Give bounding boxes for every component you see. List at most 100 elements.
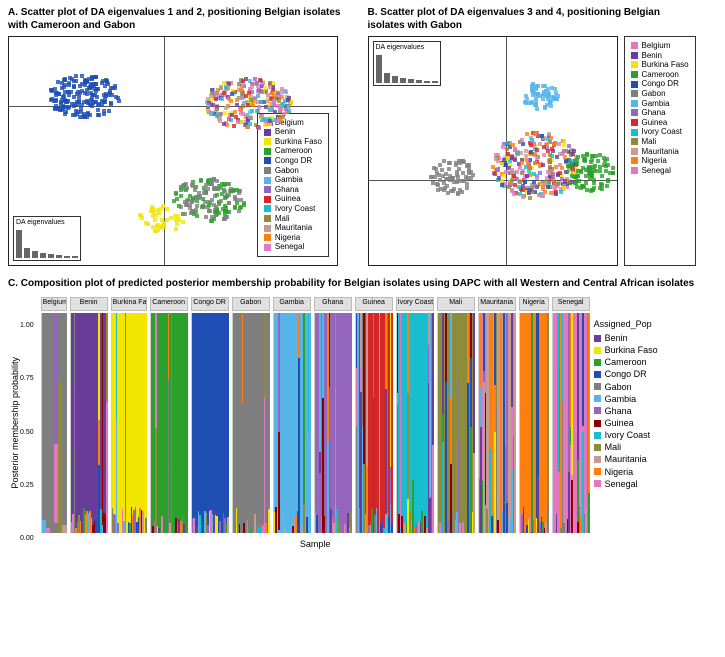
legend-item: Mali	[264, 214, 322, 224]
scatter-point	[528, 196, 532, 200]
legend-swatch	[594, 407, 601, 414]
scatter-point	[235, 98, 239, 102]
scatter-point	[546, 137, 550, 141]
facet-label: Gambia	[273, 297, 311, 311]
scatter-point	[284, 90, 288, 94]
scatter-point	[611, 166, 615, 170]
legend-item: Ivory Coast	[594, 429, 658, 441]
scatter-point	[565, 170, 569, 174]
facet-bars	[396, 313, 434, 533]
scatter-point	[90, 97, 94, 101]
scatter-plot-b: DA eigenvalues	[368, 36, 618, 266]
scatter-point	[183, 200, 187, 204]
scatter-point	[179, 194, 183, 198]
scatter-point	[572, 149, 576, 153]
y-axis: Posterior membership probability 1.000.7…	[8, 297, 37, 549]
scatter-point	[259, 100, 263, 104]
scatter-point	[550, 147, 554, 151]
scatter-point	[201, 197, 205, 201]
legend-label: Senegal	[275, 242, 304, 252]
legend-label: Benin	[642, 51, 662, 61]
legend-item: Mauritania	[594, 453, 658, 465]
eigen-label-b: DA eigenvalues	[376, 44, 425, 51]
scatter-point	[560, 166, 564, 170]
scatter-point	[50, 89, 54, 93]
legend-label: Cameroon	[642, 70, 679, 80]
scatter-point	[210, 198, 214, 202]
scatter-point	[83, 115, 87, 119]
scatter-point	[224, 106, 228, 110]
scatter-point	[582, 158, 586, 162]
scatter-point	[444, 177, 448, 181]
scatter-point	[105, 79, 109, 83]
legend-label: Nigeria	[605, 466, 634, 478]
facet-label: Nigeria	[519, 297, 549, 311]
scatter-point	[224, 86, 228, 90]
scatter-point	[535, 176, 539, 180]
facets-container: BelgiumBeninBurkina FasoCameroonCongo DR…	[41, 297, 590, 533]
scatter-point	[272, 99, 276, 103]
scatter-point	[540, 194, 544, 198]
scatter-point	[568, 181, 572, 185]
legend-swatch	[264, 186, 271, 193]
scatter-point	[88, 113, 92, 117]
scatter-point	[286, 105, 290, 109]
scatter-point	[535, 148, 539, 152]
scatter-point	[530, 138, 534, 142]
scatter-point	[215, 107, 219, 111]
legend-item: Gambia	[264, 175, 322, 185]
scatter-point	[553, 87, 557, 91]
scatter-point	[529, 143, 533, 147]
scatter-point	[77, 95, 81, 99]
panel-c-title: C. Composition plot of predicted posteri…	[8, 278, 717, 289]
scatter-point	[465, 182, 469, 186]
scatter-point	[175, 222, 179, 226]
sample-column	[145, 313, 146, 533]
scatter-point	[151, 225, 155, 229]
scatter-point	[559, 190, 563, 194]
scatter-point	[505, 147, 509, 151]
legend-swatch	[631, 119, 638, 126]
scatter-point	[232, 124, 236, 128]
scatter-point	[574, 175, 578, 179]
scatter-point	[225, 215, 229, 219]
scatter-point	[245, 125, 249, 129]
facet-bars	[232, 313, 270, 533]
scatter-point	[577, 179, 581, 183]
facet: Gambia	[273, 297, 311, 533]
scatter-point	[270, 91, 274, 95]
scatter-point	[457, 159, 461, 163]
legend-item: Mauritania	[264, 223, 322, 233]
facet: Guinea	[355, 297, 393, 533]
eigen-inset-b: DA eigenvalues	[373, 41, 441, 86]
scatter-point	[62, 94, 66, 98]
legend-item: Senegal	[594, 478, 658, 490]
legend-swatch	[594, 395, 601, 402]
scatter-point	[199, 178, 203, 182]
scatter-point	[96, 113, 100, 117]
y-tick: 0.50	[20, 429, 34, 436]
scatter-point	[245, 113, 249, 117]
scatter-point	[268, 119, 272, 123]
scatter-point	[596, 159, 600, 163]
scatter-point	[551, 172, 555, 176]
facet-label: Benin	[70, 297, 108, 311]
scatter-point	[447, 167, 451, 171]
scatter-point	[108, 91, 112, 95]
scatter-point	[554, 190, 558, 194]
scatter-point	[527, 191, 531, 195]
scatter-plot-a: DA eigenvalues BelgiumBeninBurkina FasoC…	[8, 36, 338, 266]
scatter-point	[576, 169, 580, 173]
legend-item: Burkina Faso	[631, 60, 689, 70]
scatter-point	[54, 99, 58, 103]
legend-label: Nigeria	[275, 233, 300, 243]
scatter-point	[96, 87, 100, 91]
scatter-point	[280, 87, 284, 91]
legend-swatch	[594, 444, 601, 451]
scatter-point	[520, 138, 524, 142]
scatter-point	[239, 205, 243, 209]
facet-label: Cameroon	[150, 297, 188, 311]
eigen-label-a: DA eigenvalues	[16, 219, 65, 226]
facet: Benin	[70, 297, 108, 533]
scatter-point	[67, 83, 71, 87]
